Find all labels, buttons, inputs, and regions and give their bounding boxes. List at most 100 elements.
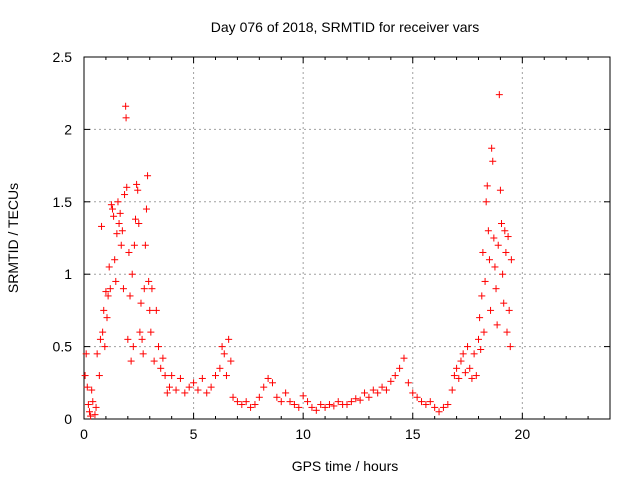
data-point [308, 403, 316, 411]
data-point [492, 285, 500, 293]
data-point [260, 383, 268, 391]
data-point [500, 299, 508, 307]
data-point [134, 186, 142, 194]
data-point [225, 335, 233, 343]
data-point [282, 389, 290, 397]
data-point [155, 343, 163, 351]
data-point [325, 401, 333, 409]
data-point [123, 183, 131, 191]
data-point [495, 91, 503, 99]
data-point [493, 321, 501, 329]
data-point [157, 364, 165, 372]
data-point [356, 396, 364, 404]
data-point [490, 234, 498, 242]
data-point [161, 372, 169, 380]
data-point [478, 292, 486, 300]
data-point [227, 357, 235, 365]
data-point [220, 350, 228, 358]
data-point [159, 354, 167, 362]
data-point [119, 285, 127, 293]
data-point [130, 241, 138, 249]
data-point [418, 398, 426, 406]
data-point [124, 335, 132, 343]
data-point [501, 227, 509, 235]
data-point [102, 288, 110, 296]
data-point [369, 386, 377, 394]
data-point [137, 299, 145, 307]
data-point [507, 256, 515, 264]
chart-title: Day 076 of 2018, SRMTID for receiver var… [211, 19, 479, 35]
data-point [334, 398, 342, 406]
data-point [304, 398, 312, 406]
plot-frame [83, 56, 611, 420]
data-point [91, 411, 99, 419]
data-point [83, 383, 91, 391]
data-point [466, 364, 474, 372]
data-point [113, 230, 121, 238]
data-point [426, 398, 434, 406]
data-point [229, 393, 237, 401]
data-point [152, 306, 160, 314]
data-point [98, 222, 106, 230]
data-point [99, 328, 107, 336]
data-point [247, 403, 255, 411]
data-point [382, 386, 390, 394]
y-tick-labels: 0 0.5 1 1.5 2 2.5 [53, 49, 73, 427]
data-point [212, 372, 219, 380]
data-point [103, 314, 111, 322]
data-point [487, 306, 495, 314]
data-point [207, 383, 215, 391]
y-tick-label: 0.5 [53, 339, 73, 355]
data-point [489, 157, 497, 165]
data-point [502, 248, 510, 256]
data-point [491, 263, 499, 271]
data-point [277, 398, 285, 406]
data-point [125, 248, 133, 256]
data-point [472, 372, 480, 380]
data-point [444, 401, 452, 409]
data-point [203, 389, 211, 397]
data-point [475, 335, 482, 343]
data-point [129, 343, 137, 351]
data-point [498, 220, 506, 228]
data-point [439, 403, 447, 411]
data-point [290, 401, 298, 409]
data-point [482, 198, 490, 206]
data-point [480, 328, 488, 336]
data-point [352, 395, 360, 403]
data-point [100, 306, 108, 314]
data-point [138, 335, 146, 343]
y-tick-label: 2.5 [53, 49, 73, 65]
data-point [85, 408, 93, 416]
data-point [343, 401, 351, 409]
data-point [391, 372, 399, 380]
x-tick-label: 5 [190, 426, 198, 442]
data-point [396, 364, 404, 372]
data-point [347, 398, 355, 406]
data-point [295, 403, 303, 411]
data-point [374, 389, 382, 397]
data-point [233, 398, 241, 406]
data-point [117, 241, 125, 249]
tick-marks [83, 56, 610, 420]
data-point [105, 263, 113, 271]
data-point [387, 377, 395, 385]
data-point [255, 393, 263, 401]
data-point [111, 256, 119, 264]
data-point [141, 241, 149, 249]
data-point [88, 386, 96, 394]
data-point [321, 403, 329, 411]
data-point [114, 198, 122, 206]
data-point [112, 277, 120, 285]
data-point [108, 205, 116, 213]
data-point [145, 277, 153, 285]
x-axis-label: GPS time / hours [292, 458, 399, 474]
data-point [251, 401, 259, 409]
data-point [476, 314, 484, 322]
data-point [238, 401, 246, 409]
data-point [140, 285, 148, 293]
x-tick-label: 10 [295, 426, 311, 442]
data-point [148, 285, 156, 293]
data-point [453, 364, 461, 372]
data-point [485, 256, 493, 264]
